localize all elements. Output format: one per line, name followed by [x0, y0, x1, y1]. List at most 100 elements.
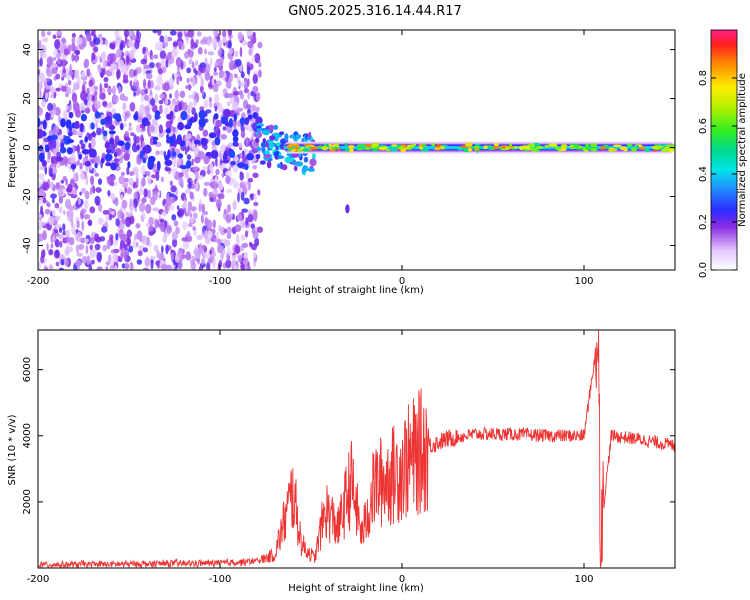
noise-blob — [56, 151, 62, 158]
noise-blob — [185, 133, 192, 140]
noise-blob — [177, 122, 185, 131]
noise-blob — [244, 117, 250, 126]
transition-blob — [305, 166, 309, 171]
noise-blob — [126, 55, 130, 66]
noise-blob — [197, 74, 203, 79]
noise-blob — [137, 250, 143, 257]
noise-blob — [112, 94, 119, 104]
noise-blob — [255, 137, 260, 143]
noise-blob — [247, 262, 250, 268]
noise-blob — [147, 79, 151, 89]
y-tick-label: -20 — [22, 188, 33, 204]
noise-blob — [190, 38, 195, 48]
noise-blob — [237, 162, 245, 169]
noise-blob — [122, 218, 126, 225]
noise-blob — [166, 224, 173, 234]
noise-blob — [111, 42, 116, 49]
noise-blob — [203, 230, 209, 240]
noise-blob — [87, 101, 92, 108]
noise-blob — [109, 137, 115, 146]
figure-title: GN05.2025.316.14.44.R17 — [288, 4, 462, 19]
noise-blob — [55, 87, 61, 92]
signal-hotspot — [631, 147, 637, 152]
noise-blob — [114, 197, 119, 207]
noise-blob — [141, 177, 146, 187]
noise-blob — [202, 129, 209, 137]
noise-blob — [240, 234, 246, 241]
noise-blob — [133, 168, 138, 174]
noise-blob — [42, 119, 47, 130]
noise-blob — [77, 75, 81, 86]
signal-hotspot — [335, 142, 339, 148]
noise-blob — [252, 209, 258, 219]
noise-blob — [245, 104, 252, 110]
noise-blob — [106, 88, 113, 93]
noise-blob — [214, 105, 218, 112]
noise-blob — [215, 119, 223, 128]
noise-blob — [174, 254, 180, 263]
noise-blob — [38, 233, 41, 243]
y-tick-label: 20 — [22, 92, 33, 105]
noise-blob — [204, 251, 211, 260]
noise-blob — [234, 224, 242, 232]
noise-blob — [178, 101, 182, 112]
noise-blob — [124, 130, 130, 137]
noise-blob — [187, 145, 190, 152]
transition-blob — [275, 142, 281, 147]
noise-blob — [72, 81, 78, 91]
noise-blob — [138, 245, 145, 250]
noise-blob — [188, 222, 193, 228]
noise-blob — [93, 37, 101, 46]
noise-blob — [158, 100, 164, 105]
noise-blob — [85, 244, 89, 255]
noise-blob — [123, 152, 130, 161]
noise-blob — [199, 66, 206, 74]
noise-blob — [110, 162, 117, 171]
noise-blob — [74, 69, 79, 80]
signal-hotspot — [626, 143, 631, 146]
noise-blob — [120, 171, 125, 176]
noise-blob — [238, 90, 243, 96]
noise-blob — [256, 91, 261, 102]
noise-blob — [228, 47, 234, 55]
noise-blob — [245, 136, 249, 147]
noise-blob — [38, 200, 43, 205]
signal-hotspot — [664, 146, 669, 149]
noise-blob — [78, 153, 83, 160]
noise-blob — [68, 157, 76, 163]
noise-blob — [47, 151, 51, 160]
noise-blob — [217, 102, 223, 114]
y-tick-label: 6000 — [22, 357, 33, 382]
noise-blob — [226, 226, 232, 235]
transition-blob — [309, 158, 317, 167]
noise-blob — [136, 156, 142, 165]
noise-blob — [148, 231, 154, 236]
noise-blob — [117, 209, 124, 219]
noise-blob — [203, 187, 208, 197]
noise-blob — [234, 244, 241, 255]
noise-blob — [47, 216, 55, 226]
noise-blob — [149, 97, 156, 106]
noise-blob — [112, 253, 119, 263]
transition-blob — [261, 146, 266, 152]
noise-blob — [140, 109, 146, 114]
noise-blob — [91, 52, 96, 61]
noise-blob — [63, 210, 66, 215]
signal-hotspot — [644, 148, 650, 151]
noise-blob — [204, 48, 207, 55]
noise-blob — [171, 49, 177, 59]
noise-blob — [201, 257, 206, 265]
noise-blob — [94, 243, 101, 251]
signal-hotspot — [390, 148, 398, 152]
noise-blob — [45, 77, 50, 82]
y-tick-label: 4000 — [22, 423, 33, 448]
noise-blob — [241, 242, 249, 248]
noise-blob — [128, 68, 135, 78]
snr-frame — [37, 329, 676, 569]
noise-blob — [72, 223, 76, 233]
noise-blob — [247, 91, 250, 100]
noise-blob — [213, 79, 217, 84]
noise-blob — [198, 265, 204, 270]
noise-blob — [239, 46, 243, 58]
noise-blob — [195, 60, 199, 67]
